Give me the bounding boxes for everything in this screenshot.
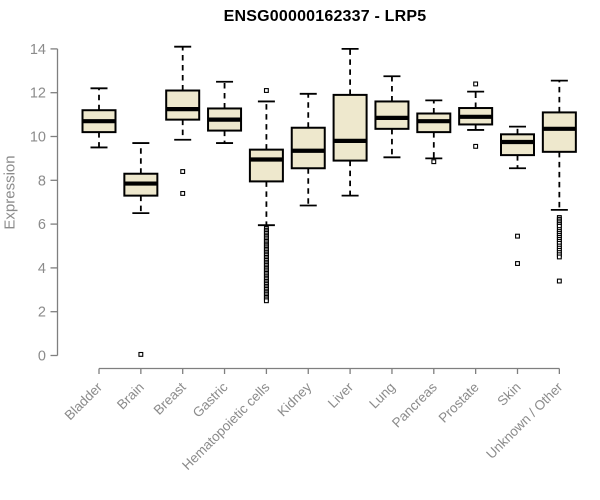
x-tick-label-breast: Breast [151, 379, 189, 417]
outlier-point-prostate [473, 143, 479, 149]
chart-title: ENSG00000162337 - LRP5 [223, 8, 427, 25]
y-tick-label: 6 [38, 217, 46, 233]
outlier-point-unknown-other [556, 278, 562, 284]
box-kidney [290, 126, 326, 170]
x-tick-label-skin: Skin [494, 380, 523, 409]
x-tick-label-bladder: Bladder [62, 379, 106, 423]
y-tick-label: 12 [30, 86, 46, 102]
x-tick-label-pancreas: Pancreas [389, 379, 440, 430]
x-tick-label-unknown-other: Unknown / Other [483, 379, 566, 462]
y-tick-label: 2 [38, 305, 46, 321]
box-lung [374, 100, 410, 130]
box-unknown-other [541, 111, 577, 153]
box-skin [500, 133, 535, 157]
outlier-point-prostate [473, 81, 479, 87]
box-hematopoietic-cells [248, 148, 284, 183]
outlier-point-hematopoietic-cells [263, 298, 269, 304]
x-tick-label-gastric: Gastric [190, 379, 231, 420]
x-tick-label-brain: Brain [114, 380, 147, 413]
outlier-point-breast [180, 169, 186, 174]
y-tick-label: 10 [30, 130, 46, 146]
outlier-point-skin [515, 233, 520, 239]
outlier-point-breast [180, 190, 186, 196]
outlier-point-pancreas [431, 159, 437, 165]
x-tick-label-prostate: Prostate [436, 380, 482, 426]
box-breast [165, 89, 201, 121]
x-tick-label-liver: Liver [325, 379, 357, 411]
outlier-point-skin [515, 261, 520, 266]
y-tick-label: 14 [30, 42, 46, 58]
outlier-point-brain [138, 351, 144, 357]
x-tick-label-kidney: Kidney [275, 379, 315, 419]
box-liver [332, 93, 368, 162]
x-tick-label-lung: Lung [366, 380, 398, 412]
outlier-point-hematopoietic-cells [263, 88, 269, 93]
outlier-point-unknown-other [556, 254, 562, 260]
y-tick-label: 0 [38, 349, 46, 365]
y-tick-label: 8 [38, 173, 46, 189]
y-tick-label: 4 [38, 261, 46, 277]
